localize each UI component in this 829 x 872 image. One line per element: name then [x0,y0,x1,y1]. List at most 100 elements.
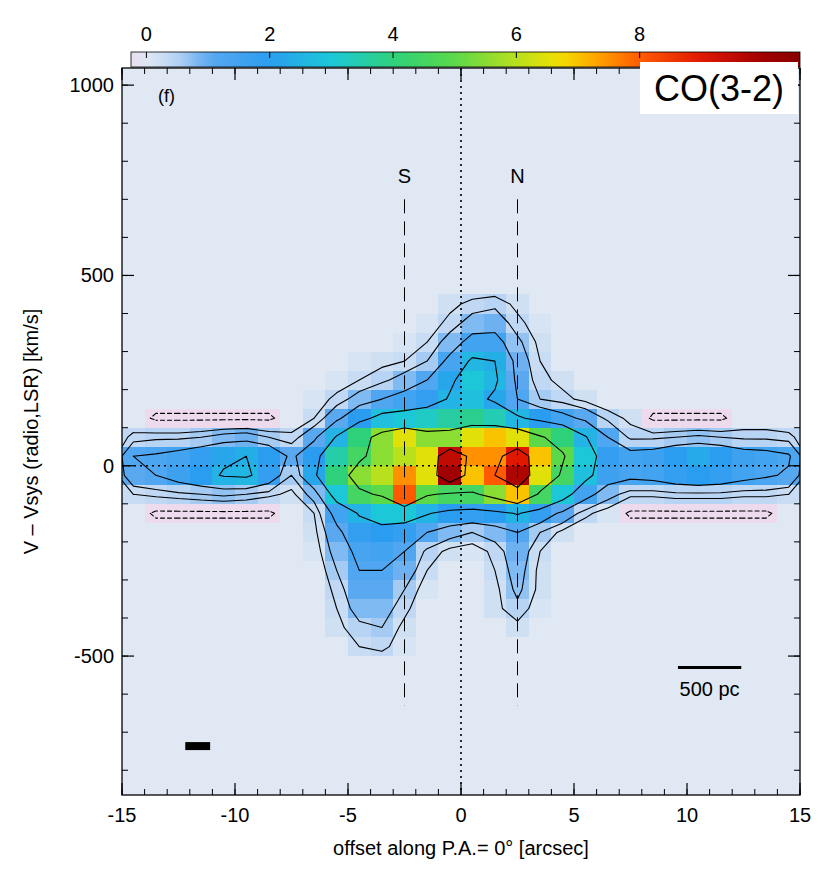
cell [438,599,461,619]
minor-tick [122,579,128,580]
cell [280,352,303,372]
cell [348,390,371,410]
cell [280,542,303,562]
cell [190,390,213,410]
minor-tick [619,68,620,74]
cell [664,580,687,600]
cell [438,504,461,524]
cell [258,371,281,391]
cell [777,523,800,543]
cell [597,447,620,467]
cell [258,504,281,524]
tick [788,655,800,656]
colorbar-tick [639,52,640,58]
cell [732,580,755,600]
cell [167,618,190,638]
cell [122,523,145,543]
cell [280,485,303,505]
beam [185,742,210,750]
panel-label: (f) [158,86,175,106]
cell [438,333,461,353]
minor-tick [122,237,128,238]
cell [687,371,710,391]
cell [325,314,348,334]
tick [799,68,800,80]
title-box [640,62,798,114]
cell [619,523,642,543]
cell [710,390,733,410]
cell [348,580,371,600]
minor-tick [596,68,597,74]
cell [574,523,597,543]
cell [303,447,326,467]
cell [551,314,574,334]
minor-tick [794,313,800,314]
cell [280,637,303,657]
cell [461,580,484,600]
tick-label: -15 [108,804,137,826]
cell [710,561,733,581]
cell [280,333,303,353]
cell [732,294,755,314]
minor-tick [551,789,552,795]
cell [664,523,687,543]
cell [777,371,800,391]
cell [777,409,800,429]
cell [551,561,574,581]
cell [484,656,507,676]
cell [122,580,145,600]
cell [755,294,778,314]
minor-tick [794,732,800,733]
cell [710,618,733,638]
cell [777,542,800,562]
minor-tick [794,427,800,428]
cell [348,599,371,619]
cell [777,390,800,410]
minor-tick [212,789,213,795]
cell [122,466,145,486]
cell [416,447,439,467]
cell [597,409,620,429]
cell [212,314,235,334]
tick-label: -10 [221,804,250,826]
cell [145,561,168,581]
cell [619,504,642,524]
cell [371,314,394,334]
cell [190,637,213,657]
cell [574,371,597,391]
minor-tick [302,789,303,795]
cell [664,409,687,429]
cell [416,580,439,600]
cell [597,314,620,334]
cell [235,428,258,448]
cell [461,428,484,448]
cell [732,485,755,505]
cell [551,542,574,562]
cell [280,599,303,619]
cell [484,314,507,334]
tick [788,275,800,276]
cell [687,352,710,372]
cell [235,466,258,486]
cell [167,599,190,619]
cell [687,390,710,410]
cell [597,371,620,391]
cell [190,447,213,467]
colorbar-tick [146,52,147,58]
cell [235,504,258,524]
marker-line [517,199,518,705]
minor-tick [664,789,665,795]
cell [235,580,258,600]
cell [438,485,461,505]
cell [212,352,235,372]
cell [777,656,800,676]
cell [416,618,439,638]
minor-tick [794,770,800,771]
cell [551,352,574,372]
cell [664,371,687,391]
cell [461,637,484,657]
cell [461,352,484,372]
cell [212,390,235,410]
minor-tick [506,789,507,795]
cell [371,523,394,543]
